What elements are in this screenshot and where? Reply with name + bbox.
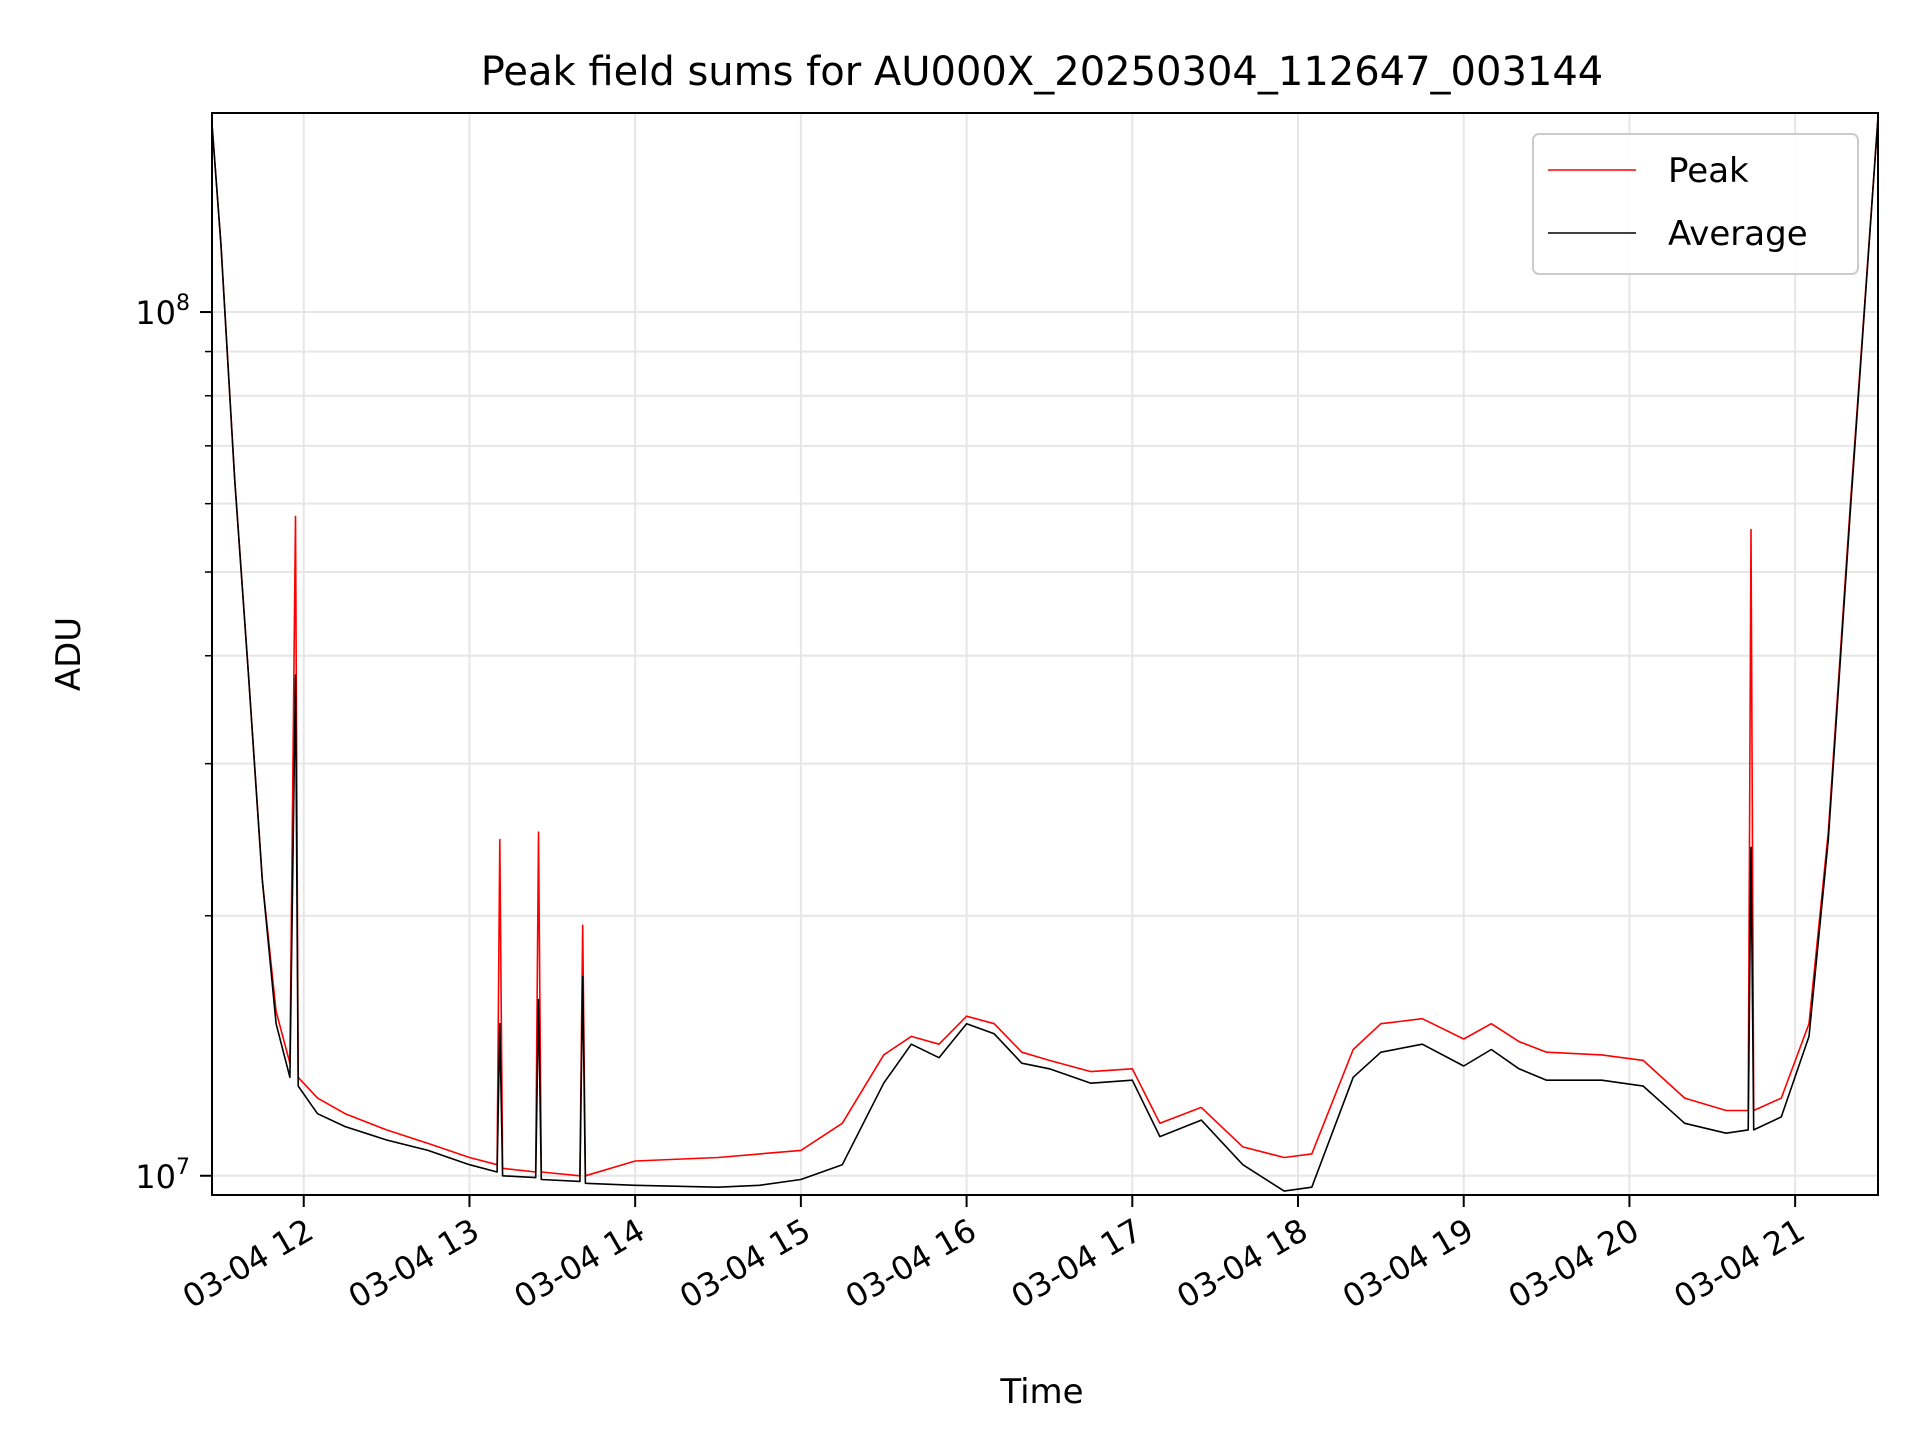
y-tick-label: 108	[135, 291, 190, 332]
legend: Peak Average	[1532, 133, 1859, 275]
series-layer	[211, 117, 1879, 1192]
legend-label-peak: Peak	[1668, 151, 1749, 191]
legend-box	[1532, 133, 1859, 275]
series-line-average	[211, 117, 1879, 1192]
chart-title: Peak field sums for AU000X_20250304_1126…	[481, 49, 1604, 95]
y-tick-label: 107	[135, 1155, 190, 1196]
plot-frame	[211, 112, 1879, 1196]
legend-label-average: Average	[1668, 214, 1808, 254]
series-line-peak	[211, 117, 1879, 1177]
y-axis-label: ADU	[49, 617, 89, 691]
x-axis-label: Time	[999, 1372, 1083, 1412]
grid	[212, 113, 1878, 1195]
